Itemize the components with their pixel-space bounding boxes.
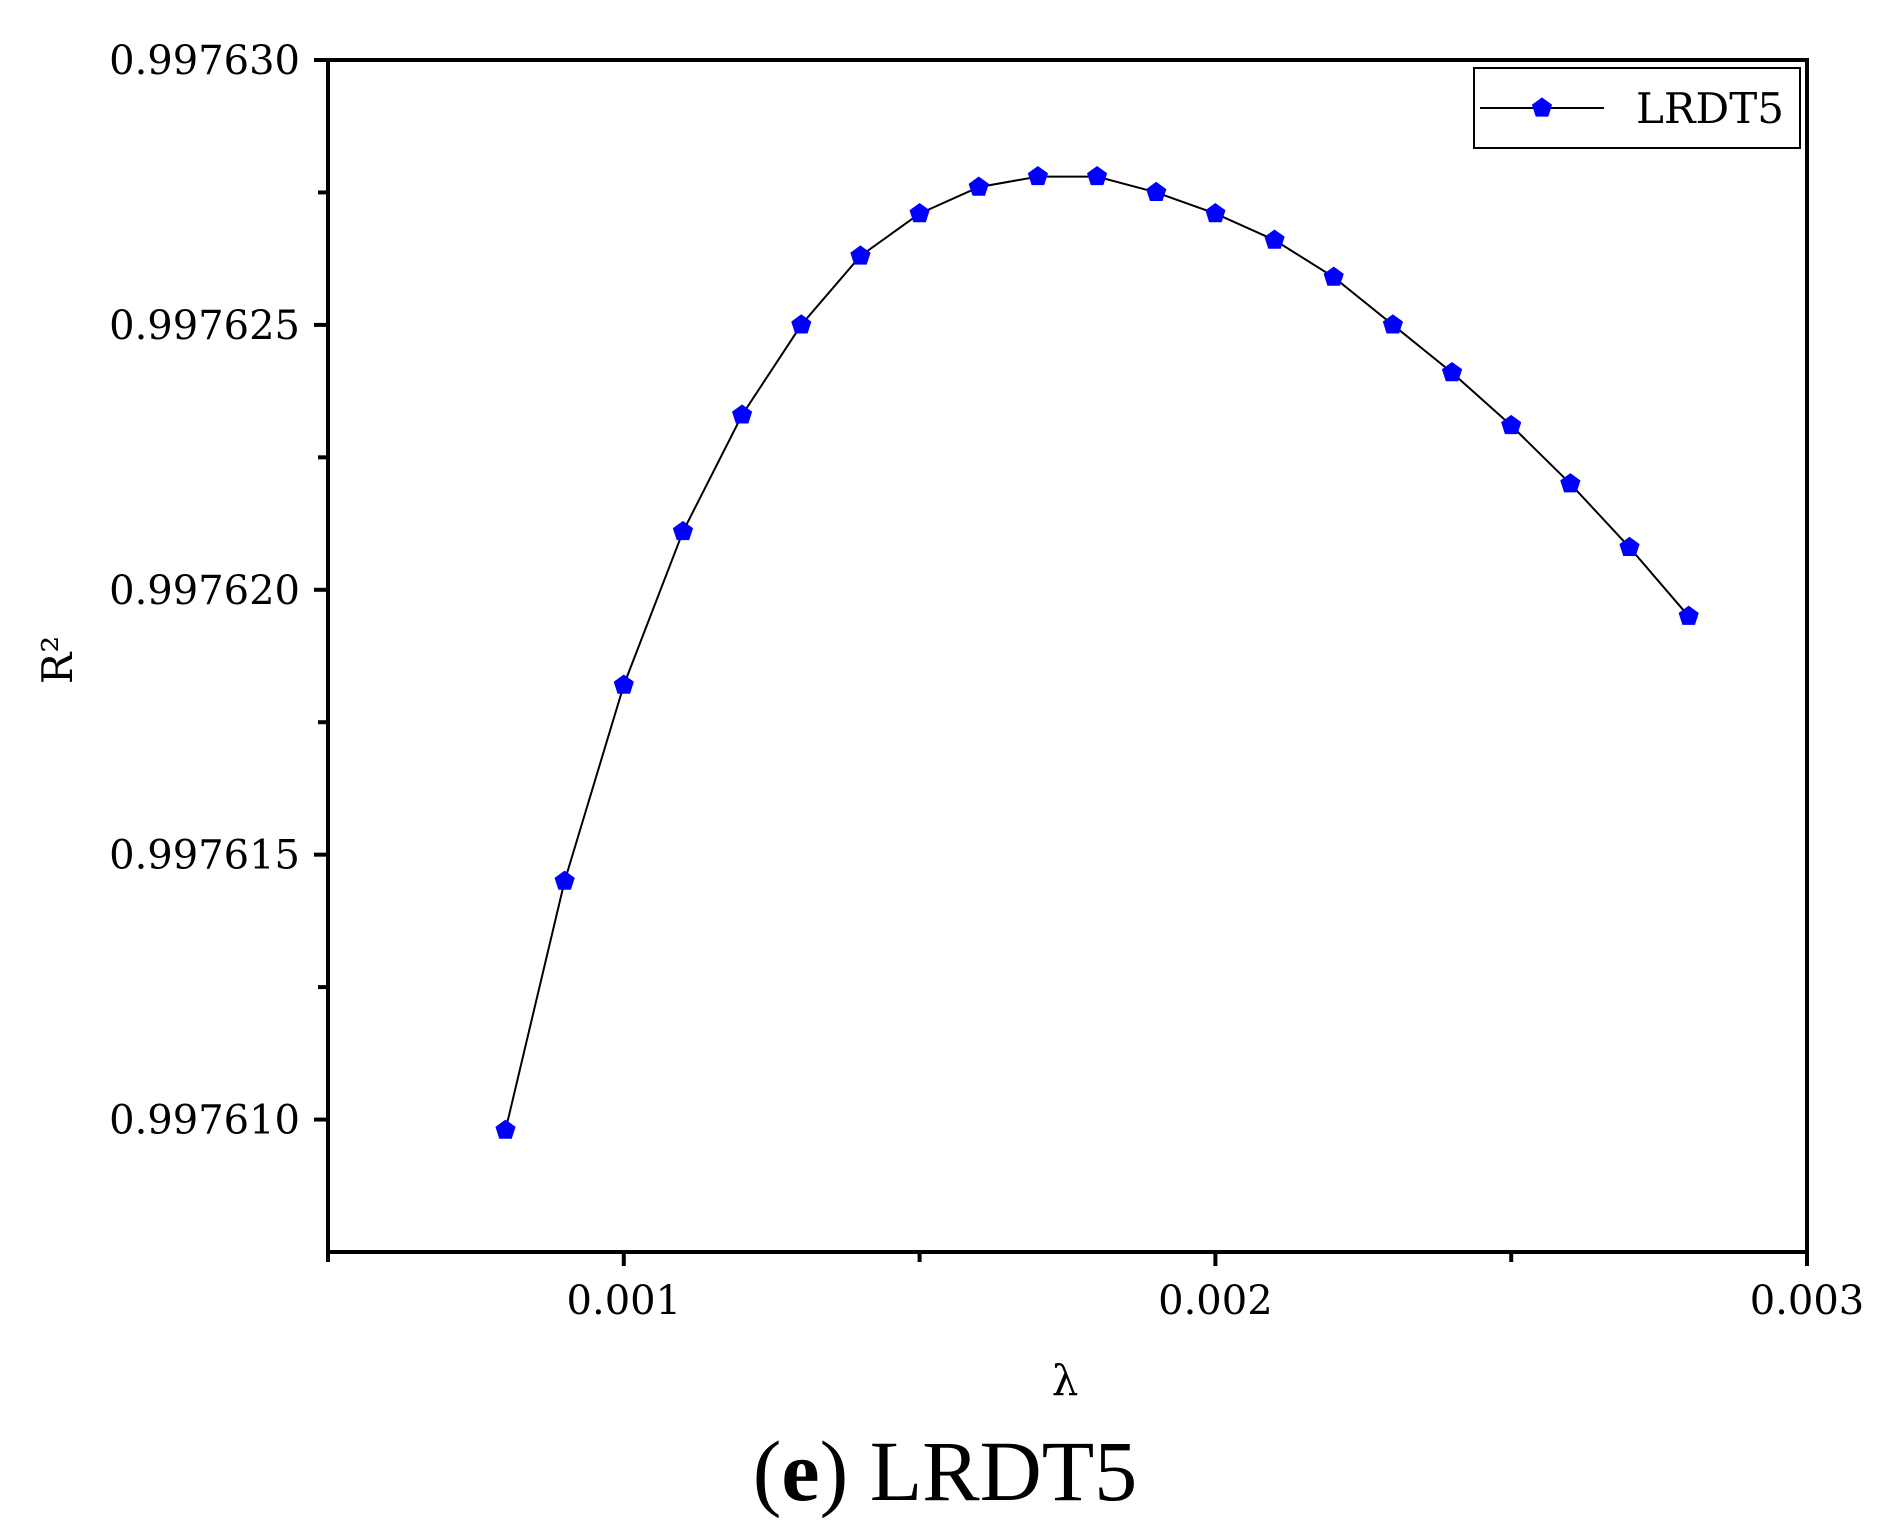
data-point-marker bbox=[1146, 181, 1167, 201]
x-tick-label: 0.001 bbox=[567, 1278, 682, 1324]
data-point-marker bbox=[1323, 266, 1344, 286]
data-point-marker bbox=[613, 674, 634, 694]
x-axis-title: λ bbox=[1052, 1356, 1079, 1405]
figure-caption: (e) LRDT5 bbox=[753, 1423, 1137, 1519]
y-tick-label: 0.997615 bbox=[109, 833, 300, 879]
y-axis-title: R² bbox=[33, 636, 82, 684]
data-point-marker bbox=[1205, 202, 1226, 223]
y-tick-label: 0.997630 bbox=[109, 38, 300, 84]
data-point-marker bbox=[672, 520, 694, 541]
y-tick-label: 0.997620 bbox=[109, 568, 300, 614]
data-point-marker bbox=[1560, 473, 1581, 493]
data-point-marker bbox=[1678, 605, 1699, 625]
legend-marker-sample bbox=[1531, 97, 1553, 117]
data-point-marker bbox=[1619, 536, 1640, 556]
data-point-marker bbox=[791, 314, 812, 334]
data-point-marker bbox=[495, 1119, 516, 1139]
plot-frame bbox=[326, 58, 1809, 1254]
data-point-marker bbox=[1264, 229, 1285, 249]
data-point-marker bbox=[1087, 165, 1108, 186]
x-tick-label: 0.002 bbox=[1158, 1278, 1273, 1324]
caption-letter: e bbox=[781, 1423, 819, 1519]
legend-label: LRDT5 bbox=[1636, 84, 1784, 133]
series-line bbox=[504, 175, 1690, 1131]
caption-open-paren: ( bbox=[753, 1423, 782, 1519]
series-layer bbox=[495, 165, 1699, 1139]
caption-text: ) LRDT5 bbox=[820, 1423, 1138, 1519]
y-tick-label: 0.997625 bbox=[109, 303, 300, 349]
y-tick-label: 0.997610 bbox=[109, 1098, 300, 1144]
ticks-layer: 0.001 0.002 0.003 0.997610 0.997615 0.997620 0… bbox=[109, 38, 1864, 1324]
data-point-marker bbox=[1027, 165, 1048, 186]
data-point-marker bbox=[909, 202, 930, 223]
data-point-marker bbox=[1382, 314, 1403, 334]
x-tick-label: 0.003 bbox=[1750, 1278, 1865, 1324]
data-point-marker bbox=[554, 870, 575, 890]
data-point-marker bbox=[850, 245, 871, 265]
data-point-marker bbox=[968, 176, 989, 196]
data-point-marker bbox=[1501, 414, 1522, 435]
legend: LRDT5 bbox=[1473, 67, 1801, 149]
data-point-marker bbox=[1441, 361, 1463, 382]
data-point-marker bbox=[732, 404, 753, 424]
axes-layer bbox=[326, 58, 1809, 1254]
